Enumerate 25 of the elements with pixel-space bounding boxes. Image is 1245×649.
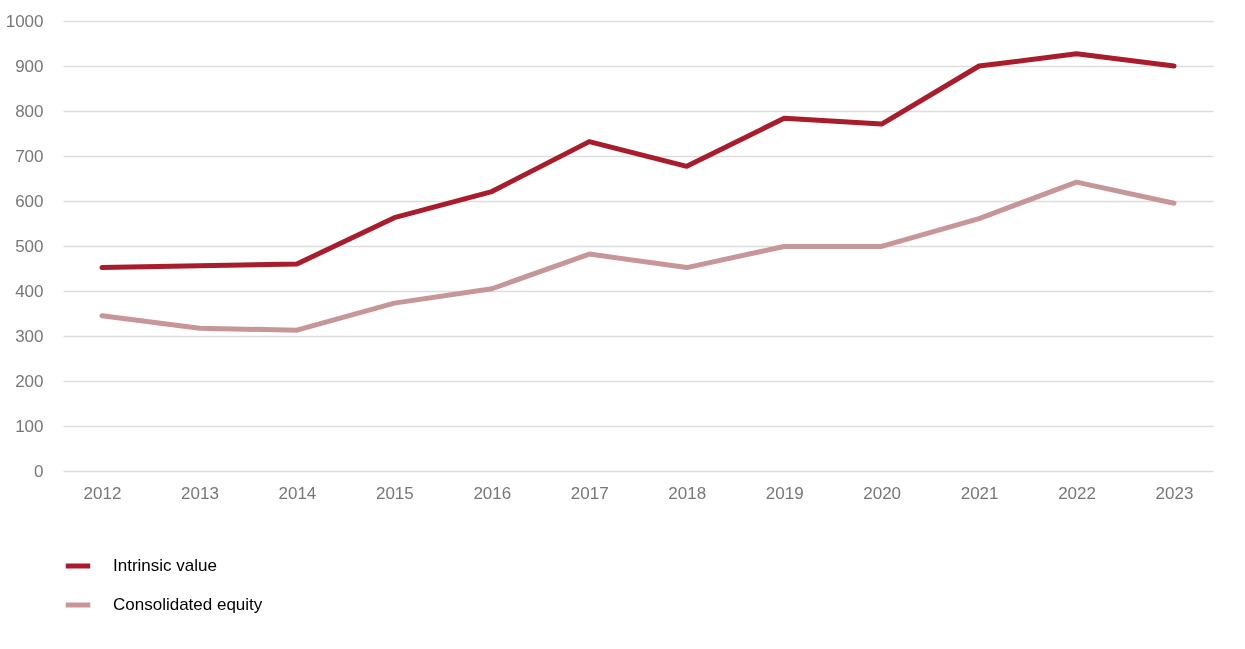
x-tick-label: 2016: [473, 483, 512, 503]
x-tick-label: 2023: [1155, 483, 1194, 503]
y-tick-label: 800: [15, 101, 44, 121]
x-tick-label: 2022: [1058, 483, 1096, 503]
x-tick-label: 2020: [863, 483, 902, 503]
x-tick-label: 2013: [181, 483, 219, 503]
legend-label: Consolidated equity: [113, 595, 263, 614]
y-tick-label: 700: [15, 146, 44, 166]
x-tick-label: 2017: [570, 483, 609, 503]
legend-label: Intrinsic value: [113, 556, 217, 575]
y-tick-label: 1000: [5, 11, 44, 31]
x-tick-label: 2014: [278, 483, 317, 503]
x-tick-label: 2018: [668, 483, 707, 503]
y-tick-label: 500: [15, 236, 44, 256]
x-tick-label: 2021: [960, 483, 999, 503]
y-tick-label: 0: [34, 461, 44, 481]
y-tick-label: 400: [15, 281, 44, 301]
y-tick-label: 200: [15, 371, 44, 391]
x-tick-label: 2012: [83, 483, 122, 503]
y-tick-label: 100: [15, 416, 44, 436]
x-tick-label: 2015: [375, 483, 414, 503]
y-tick-label: 300: [15, 326, 44, 346]
x-tick-label: 2019: [765, 483, 804, 503]
y-tick-label: 600: [15, 191, 44, 211]
y-tick-label: 900: [15, 56, 44, 76]
